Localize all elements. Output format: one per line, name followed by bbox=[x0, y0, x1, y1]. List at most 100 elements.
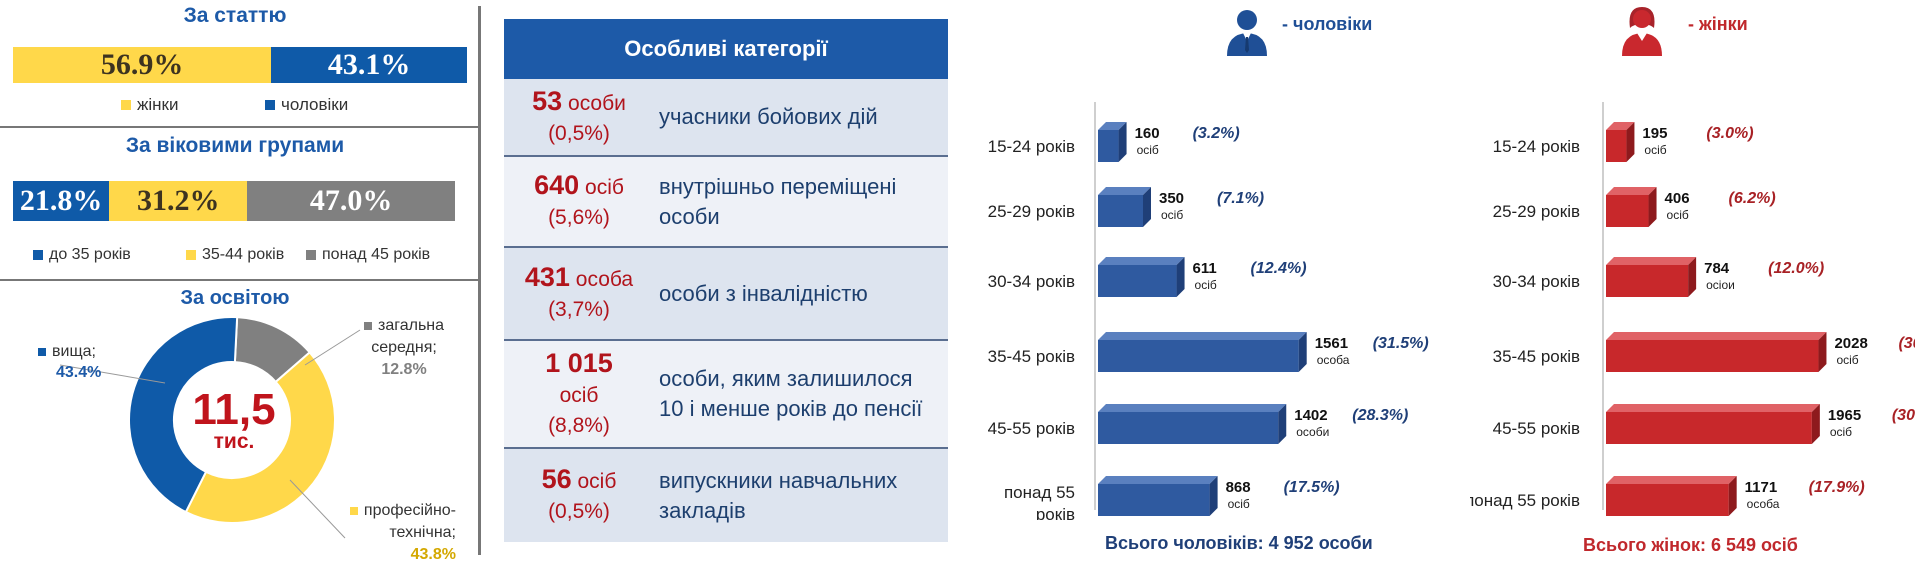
unit-label: особи bbox=[1296, 425, 1329, 439]
bar-side bbox=[1176, 257, 1185, 297]
legend-swatch bbox=[121, 100, 131, 110]
donut-leader-lines bbox=[59, 329, 361, 539]
bar-side bbox=[1728, 476, 1737, 516]
bar bbox=[1606, 265, 1689, 297]
percent-label: (31.5%) bbox=[1373, 335, 1429, 352]
divider bbox=[478, 6, 481, 555]
value-label: 1402 bbox=[1294, 407, 1327, 424]
man-icon bbox=[1227, 10, 1267, 56]
age-segment-over45: 47.0% bbox=[247, 181, 455, 221]
category-label: 45-55 років bbox=[1493, 419, 1580, 438]
category-label: 25-29 років bbox=[988, 202, 1075, 221]
men-legend-label: - чоловіки bbox=[1282, 14, 1373, 34]
legend-label: чоловіки bbox=[281, 95, 349, 114]
category-count: 53 особи (0,5%) bbox=[504, 79, 654, 155]
unit-label: особа bbox=[1317, 353, 1350, 367]
category-label: 45-55 років bbox=[988, 419, 1075, 438]
bar bbox=[1098, 265, 1177, 297]
value-label: 160 bbox=[1135, 125, 1160, 142]
bar bbox=[1606, 412, 1812, 444]
donut-label-general: загальна середня; 12.8% bbox=[344, 315, 464, 381]
legend-swatch bbox=[33, 250, 43, 260]
category-unit: осіб bbox=[585, 176, 624, 199]
percent-label: (6.2%) bbox=[1729, 190, 1776, 207]
bar bbox=[1606, 340, 1819, 372]
bar-side bbox=[1209, 476, 1218, 516]
gender-segment-women: 56.9% bbox=[13, 47, 272, 83]
bar-side bbox=[1118, 122, 1127, 162]
unit-label: осіои bbox=[1706, 278, 1735, 292]
legend-label: понад 45 років bbox=[322, 246, 431, 263]
bar-side bbox=[1278, 404, 1287, 444]
age-bar: 21.8% 31.2% 47.0% bbox=[13, 181, 455, 221]
category-count: 431 особа (3,7%) bbox=[504, 248, 654, 339]
value-label: 1965 bbox=[1828, 407, 1861, 424]
category-label: 30-34 років bbox=[1493, 272, 1580, 291]
unit-label: особа bbox=[1747, 497, 1780, 511]
donut-slice-pct: 43.8% bbox=[410, 546, 456, 563]
bar-side bbox=[1626, 122, 1635, 162]
donut-slice bbox=[128, 316, 239, 514]
bar-top bbox=[1098, 404, 1287, 412]
bar-top bbox=[1098, 476, 1218, 484]
legend-swatch bbox=[38, 347, 46, 356]
divider bbox=[504, 155, 948, 157]
legend-label: 35-44 років bbox=[202, 246, 285, 263]
percent-label: (17.9%) bbox=[1809, 479, 1865, 496]
value-label: 2028 bbox=[1834, 335, 1867, 352]
value-label: 868 bbox=[1226, 479, 1251, 496]
category-row: 640 осіб (5,6%) внутрішньо переміщені осо… bbox=[504, 157, 948, 246]
legend-label: жінки bbox=[137, 95, 179, 114]
category-label: 35-45 років bbox=[1493, 347, 1580, 366]
percent-label: (17.5%) bbox=[1284, 479, 1340, 496]
bar bbox=[1606, 484, 1729, 516]
legend-swatch bbox=[349, 507, 358, 515]
bar-side bbox=[1298, 332, 1307, 372]
unit-label: осіб bbox=[1667, 208, 1689, 222]
category-number: 56 bbox=[541, 464, 572, 494]
bar-side bbox=[1143, 187, 1151, 227]
category-percent: (5,6%) bbox=[548, 206, 610, 229]
percent-label: (28.3%) bbox=[1352, 407, 1408, 424]
category-label: внутрішньо переміщені особи bbox=[659, 173, 897, 229]
category-number: 53 bbox=[532, 85, 563, 116]
bar bbox=[1098, 412, 1279, 444]
bar bbox=[1606, 195, 1649, 227]
age-title: За віковими групами bbox=[125, 134, 345, 157]
divider bbox=[504, 447, 948, 449]
value-label: 195 bbox=[1642, 125, 1667, 142]
category-count: 640 осіб (5,6%) bbox=[504, 157, 654, 246]
category-label: учасники бойових дій bbox=[659, 104, 878, 129]
bar bbox=[1098, 130, 1119, 162]
gender-bar: 56.9% 43.1% bbox=[13, 47, 467, 83]
category-row: 56 осіб (0,5%) випускники навчальних закл… bbox=[504, 449, 948, 542]
category-unit: осіб bbox=[577, 470, 617, 493]
percent-label: (12.4%) bbox=[1251, 260, 1307, 277]
donut-slice-name: середня; bbox=[371, 339, 437, 356]
bar-top bbox=[1606, 257, 1697, 265]
category-percent: (8,8%) bbox=[548, 413, 610, 437]
age-segment-35-44: 31.2% bbox=[109, 181, 248, 221]
bar-top bbox=[1098, 257, 1185, 265]
category-unit: осіб bbox=[559, 383, 599, 407]
category-label: 25-29 років bbox=[1493, 202, 1580, 221]
bar-top bbox=[1606, 404, 1820, 412]
donut-label-higher: вища; 43.4% bbox=[38, 341, 101, 383]
percent-label: (30.0%) bbox=[1892, 407, 1915, 424]
legend-swatch bbox=[363, 322, 372, 330]
value-label: 1171 bbox=[1745, 479, 1778, 496]
percent-label: (3.0%) bbox=[1706, 125, 1753, 142]
divider bbox=[504, 246, 948, 248]
category-label: випускники навчальних закладів bbox=[659, 467, 898, 523]
legend-swatch bbox=[186, 250, 196, 260]
category-unit: особи bbox=[568, 91, 626, 115]
category-label: 15-24 років bbox=[988, 137, 1075, 156]
category-row: 1 015 осіб (8,8%) особи, яким залишилося 1… bbox=[504, 341, 948, 447]
unit-label: осіб bbox=[1195, 278, 1217, 292]
category-label: 35-45 років bbox=[988, 347, 1075, 366]
category-number: 431 bbox=[524, 262, 570, 292]
unit-label: осіб bbox=[1161, 208, 1183, 222]
category-row: 431 особа (3,7%) особи з інвалідністю bbox=[504, 248, 948, 339]
education-donut-chart: 11,5 тис. bbox=[128, 316, 336, 524]
